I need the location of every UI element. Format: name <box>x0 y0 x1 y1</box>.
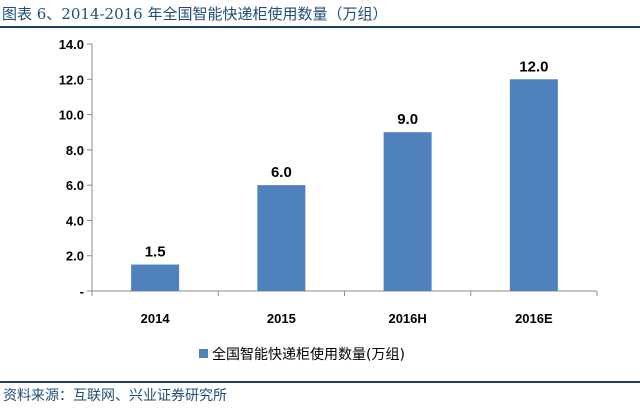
source-divider <box>0 381 640 383</box>
y-tick-label: 12.0 <box>59 72 84 87</box>
data-label: 9.0 <box>397 111 418 128</box>
y-tick-label: 2.0 <box>66 249 84 264</box>
bar <box>509 79 558 292</box>
data-label: 12.0 <box>519 58 548 75</box>
source-note: 资料来源：互联网、兴业证券研究所 <box>3 388 227 404</box>
legend-label: 全国智能快递柜使用数量(万组) <box>212 346 405 363</box>
title-divider <box>0 26 640 28</box>
x-tick-label: 2014 <box>141 311 171 326</box>
x-tick-label: 2015 <box>267 311 296 326</box>
y-tick-label: - <box>80 284 84 299</box>
bar-chart: - 2.0 4.0 6.0 8.0 10.0 12.0 14.0 1.5 2014 6.0 2015 9… <box>59 37 598 363</box>
x-tick-label: 2016H <box>388 311 426 326</box>
y-tick-label: 14.0 <box>59 37 84 52</box>
bar <box>257 185 306 291</box>
y-tick-label: 8.0 <box>66 143 84 158</box>
bar <box>383 132 432 291</box>
figure-title: 图表 6、2014-2016 年全国智能快递柜使用数量（万组） <box>2 5 388 23</box>
x-tick-label: 2016E <box>515 311 553 326</box>
y-tick-label: 6.0 <box>66 178 84 193</box>
data-label: 6.0 <box>271 164 292 181</box>
data-label: 1.5 <box>145 244 166 261</box>
legend-swatch <box>199 349 208 358</box>
bar <box>131 264 180 291</box>
y-tick-label: 4.0 <box>66 213 84 228</box>
y-tick-label: 10.0 <box>59 108 84 123</box>
